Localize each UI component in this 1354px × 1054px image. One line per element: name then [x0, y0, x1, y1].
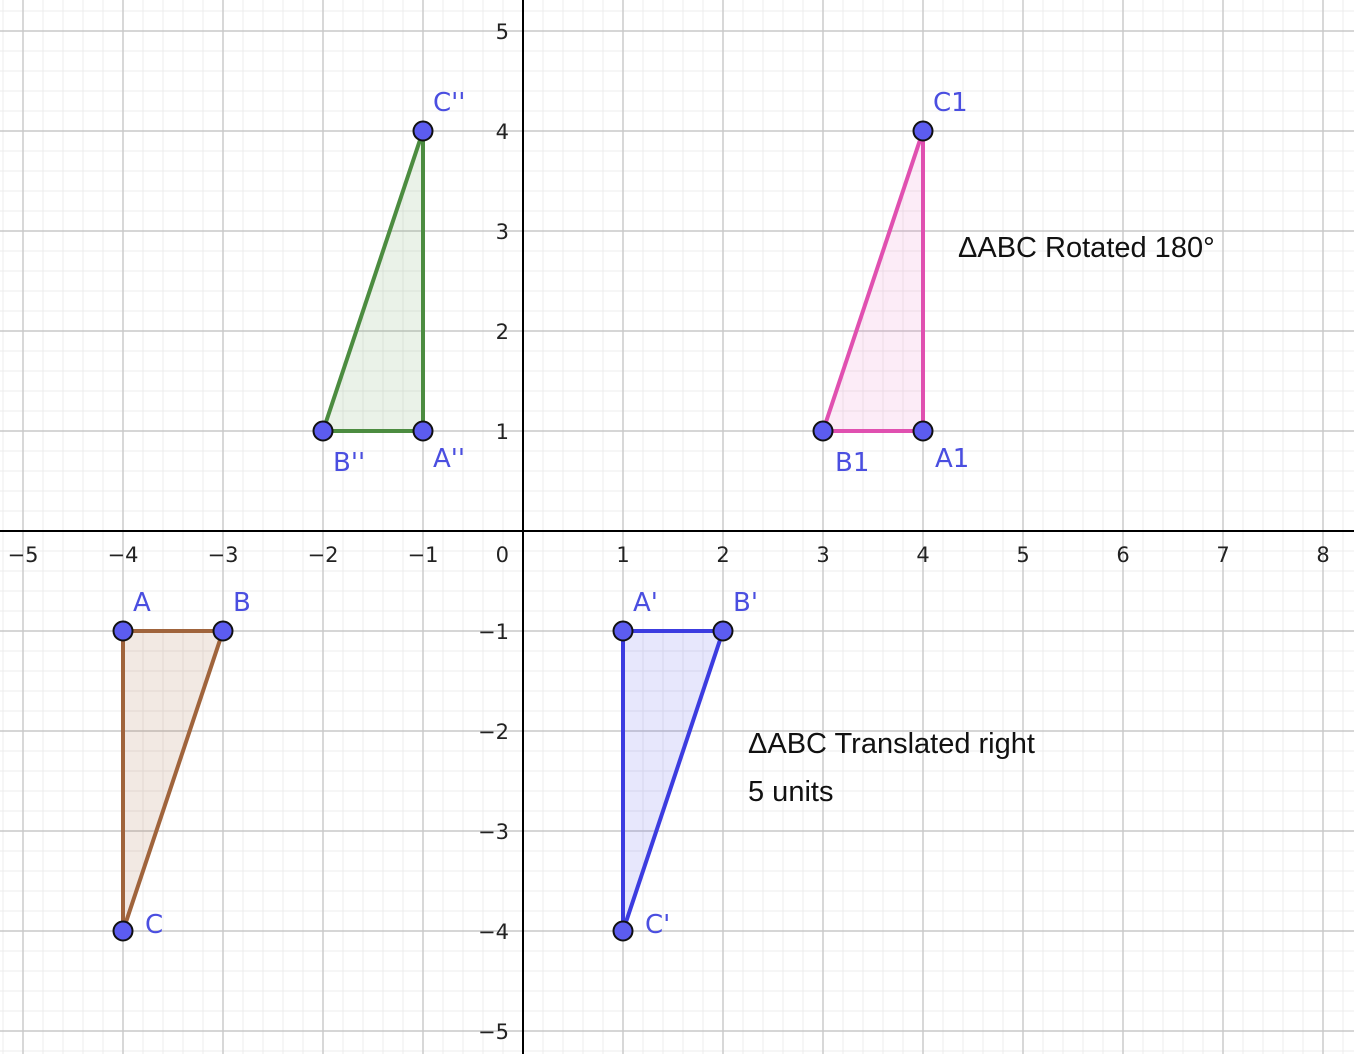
rotated-annotation: ΔABC Rotated 180° — [958, 232, 1215, 264]
point-label: B — [233, 588, 251, 618]
point-label: A'' — [433, 444, 465, 474]
x-tick-label: 2 — [716, 543, 729, 567]
translated-annotation-line2: 5 units — [748, 776, 833, 808]
point-label: C' — [645, 910, 670, 940]
y-tick-label: −3 — [478, 820, 509, 844]
x-tick-label: −4 — [108, 543, 139, 567]
y-tick-label: −1 — [478, 620, 509, 644]
x-tick-label: −2 — [308, 543, 339, 567]
y-tick-label: 2 — [496, 320, 509, 344]
x-tick-label: 3 — [816, 543, 829, 567]
x-tick-label: 8 — [1316, 543, 1329, 567]
triangle-rotated[interactable] — [821, 129, 925, 433]
point-label: A' — [633, 588, 658, 618]
x-tick-label: 1 — [616, 543, 629, 567]
x-tick-label: 5 — [1016, 543, 1029, 567]
y-tick-label: 1 — [496, 420, 509, 444]
triangles — [121, 129, 925, 933]
translated-annotation-line1: ΔABC Translated right — [748, 728, 1035, 760]
point-C''[interactable] — [412, 120, 434, 142]
point-label: C1 — [933, 88, 968, 118]
triangle-double-prime[interactable] — [321, 129, 425, 433]
point-B[interactable] — [212, 620, 234, 642]
point-labels: A B C A' B' C' A1 B1 C1 A'' B'' C'' — [133, 88, 969, 940]
point-label: B' — [733, 588, 758, 618]
point-C'[interactable] — [612, 920, 634, 942]
point-C1[interactable] — [912, 120, 934, 142]
point-label: A1 — [935, 444, 969, 474]
x-tick-labels: −5 −4 −3 −2 −1 1 2 3 4 5 6 7 8 — [8, 543, 1330, 567]
point-label: A — [133, 588, 151, 618]
y-tick-labels: 5 4 3 2 1 −1 −2 −3 −4 −5 — [478, 20, 509, 1044]
point-A'[interactable] — [612, 620, 634, 642]
points — [112, 120, 934, 942]
x-tick-label: 7 — [1216, 543, 1229, 567]
x-tick-label: −5 — [8, 543, 39, 567]
y-tick-label: 3 — [496, 220, 509, 244]
point-label: B'' — [333, 448, 365, 478]
y-tick-label: −4 — [478, 920, 509, 944]
y-tick-label: 4 — [496, 120, 509, 144]
origin-label: 0 — [496, 543, 509, 567]
point-label: C'' — [433, 88, 465, 118]
y-tick-label: −5 — [478, 1020, 509, 1044]
point-C[interactable] — [112, 920, 134, 942]
x-tick-label: −1 — [408, 543, 439, 567]
point-label: B1 — [835, 448, 869, 478]
point-A[interactable] — [112, 620, 134, 642]
y-tick-label: 5 — [496, 20, 509, 44]
point-B1[interactable] — [812, 420, 834, 442]
x-tick-label: 4 — [916, 543, 929, 567]
point-B''[interactable] — [312, 420, 334, 442]
point-A1[interactable] — [912, 420, 934, 442]
point-label: C — [145, 910, 163, 940]
y-tick-label: −2 — [478, 720, 509, 744]
triangle-translated[interactable] — [621, 629, 725, 933]
triangle-original[interactable] — [121, 629, 225, 933]
x-tick-label: −3 — [208, 543, 239, 567]
point-B'[interactable] — [712, 620, 734, 642]
x-tick-label: 6 — [1116, 543, 1129, 567]
point-A''[interactable] — [412, 420, 434, 442]
